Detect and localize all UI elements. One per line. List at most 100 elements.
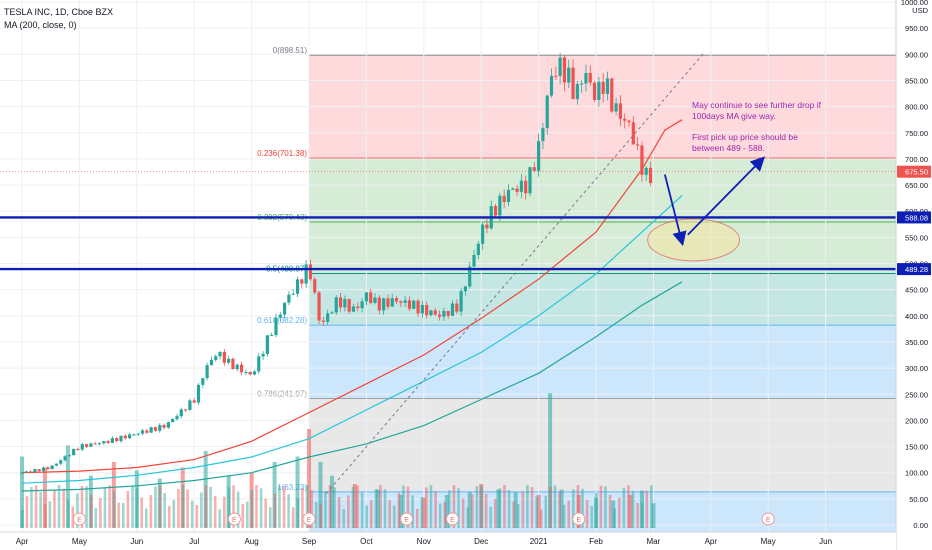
volume-bar [498, 488, 502, 528]
volume-bar [611, 500, 616, 528]
volume-bar [438, 503, 442, 528]
price-tick-label: 550.00 [905, 233, 928, 242]
volume-bar [388, 500, 391, 528]
candle-body [382, 298, 386, 311]
candle-body [261, 353, 265, 357]
volume-bar [467, 492, 472, 528]
candle-body [41, 467, 46, 471]
volume-bar [126, 490, 130, 528]
volume-bar [559, 489, 564, 528]
price-tick-label: 650.00 [905, 181, 928, 190]
volume-bar [562, 504, 566, 528]
candle-body [364, 292, 368, 302]
volume-bar [329, 475, 334, 528]
volume-bar [425, 487, 428, 528]
volume-bar [57, 485, 61, 528]
candle-body [115, 438, 119, 442]
candle-body [459, 291, 463, 312]
time-tick-label: Apr [16, 537, 29, 546]
candle-body [227, 358, 231, 363]
volume-bar [213, 495, 217, 528]
candle-body [136, 433, 140, 435]
currency-label: USD [912, 6, 928, 15]
candle-body [493, 206, 498, 216]
earnings-marker-label-1: E [232, 517, 237, 524]
candle-body [468, 266, 472, 287]
time-tick-label: Jun [819, 537, 832, 546]
candle-body [429, 310, 433, 316]
candle-body [605, 78, 610, 94]
volume-bar [636, 502, 639, 528]
time-tick-label: Nov [417, 537, 431, 546]
volume-bar [595, 493, 598, 528]
price-tick-label: 250.00 [905, 390, 928, 399]
volume-bar [594, 497, 598, 528]
candle-body [575, 84, 579, 100]
volume-bar [535, 496, 538, 528]
candle-body [201, 378, 205, 385]
volume-bar [567, 500, 571, 528]
volume-bar [195, 505, 199, 528]
time-tick-label: May [72, 537, 87, 546]
candle-body [72, 449, 76, 456]
candle-body [300, 279, 304, 284]
candle-body [597, 81, 601, 100]
volume-bar [365, 505, 368, 528]
price-tick-label: 200.00 [905, 416, 928, 425]
price-tick-label: 50.00 [909, 495, 928, 504]
price-tick-label: 350.00 [905, 338, 928, 347]
moving-averages [21, 119, 683, 492]
fib-label-1: 1(63.23) [277, 483, 307, 492]
candle-body [558, 57, 562, 76]
fibonacci-retracement: 0(898.51)0.236(701.38)0.382(579.43)0.5(4… [257, 46, 896, 532]
volume-bar [157, 478, 162, 528]
volume-bar [223, 496, 226, 528]
candle-body [93, 443, 97, 445]
price-badge-2 [897, 263, 931, 276]
volume-bar [572, 489, 575, 528]
candle-body [179, 409, 183, 417]
volume-bar [421, 497, 426, 528]
candle-body [360, 301, 364, 309]
candle-body [437, 314, 442, 317]
volume-bar [112, 490, 116, 528]
candle-body [580, 83, 584, 85]
volume-bar [461, 498, 465, 528]
candle-body [524, 180, 528, 194]
candle-body [46, 467, 50, 470]
time-tick-label: Jul [189, 537, 199, 546]
volume-bar [539, 509, 543, 528]
volume-bar [452, 485, 456, 528]
candle-body [515, 188, 519, 192]
candle-body [295, 279, 300, 294]
fib-label-0.236: 0.236(701.38) [257, 149, 307, 158]
price-tick-label: 0.00 [913, 521, 928, 530]
price-tick-label: 950.00 [905, 24, 928, 33]
volume-bar [351, 486, 355, 528]
volume-bar [232, 485, 235, 528]
candle-body [588, 72, 592, 83]
moving-average-line-2 [21, 281, 683, 492]
volume-bar [291, 507, 295, 528]
candle-body [89, 443, 93, 447]
candle-body [420, 304, 424, 314]
earnings-marker-3 [400, 512, 414, 526]
volume-bar [496, 489, 501, 528]
volume-bar [337, 497, 341, 528]
volume-bar [558, 492, 561, 528]
earnings-marker-label-3: E [404, 517, 409, 524]
volume-bar [314, 502, 318, 528]
candle-body [317, 292, 321, 321]
candle-body [545, 95, 549, 129]
fib-zone-0.382 [309, 221, 896, 274]
candle-body [37, 469, 41, 471]
volume-bar [576, 495, 581, 528]
fib-zone-0.786 [309, 398, 896, 492]
earnings-marker-2 [302, 512, 316, 526]
candle-body [80, 444, 84, 450]
candle-body [102, 441, 106, 444]
volume-bar [226, 475, 231, 528]
earnings-marker-1 [227, 512, 241, 526]
volume-bar [287, 494, 290, 528]
